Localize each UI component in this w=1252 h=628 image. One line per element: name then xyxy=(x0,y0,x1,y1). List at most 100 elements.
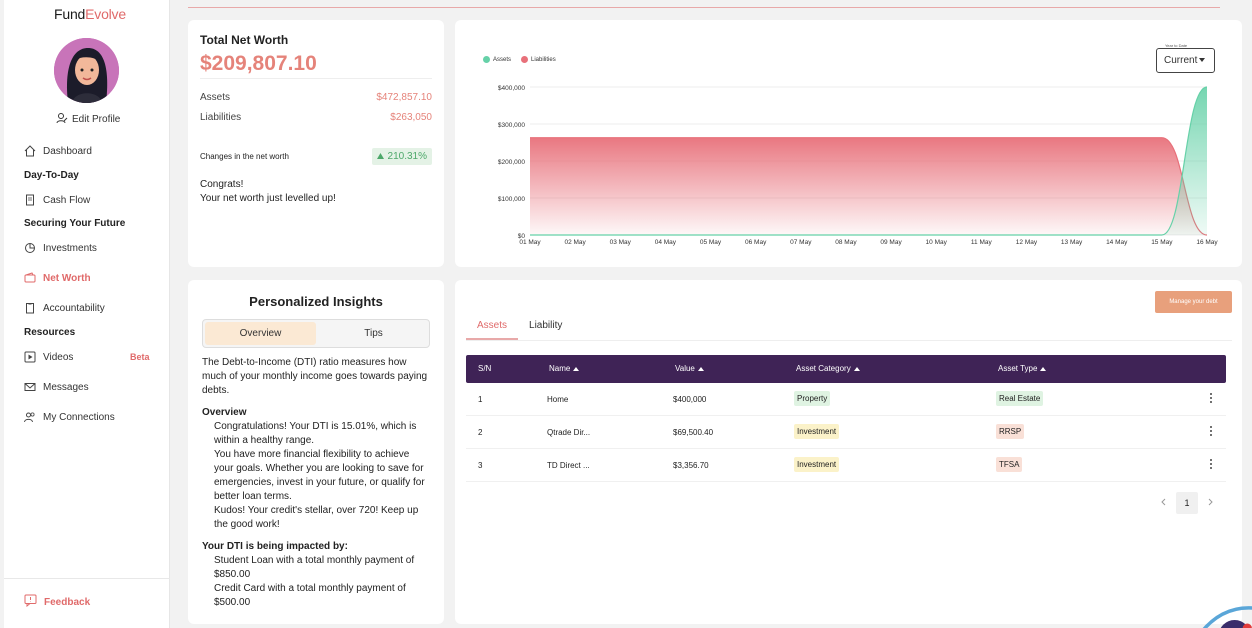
period-select[interactable]: Current xyxy=(1156,48,1215,73)
change-value: 210.31% xyxy=(387,151,427,162)
header-sn: S/N xyxy=(478,364,492,373)
type-badge: TFSA xyxy=(996,457,1023,472)
assets-value: $472,857.10 xyxy=(376,92,432,103)
legend-item-assets[interactable]: Assets xyxy=(483,56,511,63)
sort-up-icon xyxy=(1040,366,1047,371)
overview-point: You have more financial flexibility to a… xyxy=(214,449,425,502)
type-badge: Real Estate xyxy=(996,391,1044,406)
sidebar-item-label: Cash Flow xyxy=(43,194,91,206)
net-worth-value: $209,807.10 xyxy=(200,52,317,75)
row-sn: 3 xyxy=(478,461,483,470)
wallet-icon xyxy=(24,272,36,284)
more-options-icon[interactable] xyxy=(1210,426,1212,436)
liabilities-area xyxy=(530,137,1207,235)
sidebar-item-label: Videos xyxy=(43,351,74,363)
sidebar-item-accountability[interactable]: Accountability xyxy=(24,302,105,314)
change-label: Changes in the net worth xyxy=(200,152,289,161)
chevron-right-icon[interactable] xyxy=(1208,498,1214,508)
sidebar-item-cash-flow[interactable]: Cash Flow xyxy=(24,194,90,206)
assets-area-line xyxy=(530,86,1208,236)
y-tick-label: $400,000 xyxy=(498,85,525,92)
legend-item-liabilities[interactable]: Liabilities xyxy=(521,56,556,63)
x-tick-label: 11 May xyxy=(971,239,993,246)
overview-point: Congratulations! Your DTI is 15.01%, whi… xyxy=(214,421,417,446)
chevron-left-icon[interactable] xyxy=(1160,498,1166,508)
x-tick-label: 10 May xyxy=(926,239,948,246)
net-worth-title: Total Net Worth xyxy=(200,33,289,47)
impact-item: Student Loan with a total monthly paymen… xyxy=(214,555,415,580)
sidebar: FundEvolve Edit Profile Dashboard Day-To… xyxy=(4,0,170,628)
sort-up-icon xyxy=(573,366,580,371)
overview-heading: Overview xyxy=(202,407,247,418)
table-row[interactable]: 2 Qtrade Dir... $69,500.40 Investment RR… xyxy=(466,416,1226,449)
feedback-section: Feedback xyxy=(4,578,170,622)
sort-up-icon xyxy=(853,366,860,371)
header-asset-category[interactable]: Asset Category xyxy=(796,364,860,373)
type-badge: RRSP xyxy=(996,424,1025,439)
sidebar-item-label: Net Worth xyxy=(43,272,91,284)
dti-intro: The Debt-to-Income (DTI) ratio measures … xyxy=(202,357,428,396)
assets-row: Assets $472,857.10 xyxy=(200,92,432,103)
x-tick-label: 16 May xyxy=(1196,239,1218,246)
tab-liability[interactable]: Liability xyxy=(529,320,563,331)
edit-profile-link[interactable]: Edit Profile xyxy=(56,112,120,127)
table-header: S/N Name Value Asset Category Asset Type xyxy=(466,355,1226,383)
pagination: 1 xyxy=(1160,492,1214,514)
row-sn: 1 xyxy=(478,395,483,404)
category-badge: Investment xyxy=(794,424,840,439)
period-label: Year to Date xyxy=(1165,43,1188,48)
row-value: $69,500.40 xyxy=(673,428,714,437)
chat-widget-icon[interactable] xyxy=(1200,600,1252,628)
y-tick-label: $300,000 xyxy=(498,122,525,129)
x-tick-label: 05 May xyxy=(700,239,722,246)
manage-debt-button[interactable]: Manage your debt xyxy=(1155,291,1232,313)
sidebar-item-investments[interactable]: Investments xyxy=(24,242,97,254)
tab-overview[interactable]: Overview xyxy=(205,322,316,345)
avatar[interactable] xyxy=(54,38,119,103)
x-tick-label: 13 May xyxy=(1061,239,1083,246)
beta-badge: Beta xyxy=(130,352,150,362)
table-row[interactable]: 1 Home $400,000 Property Real Estate xyxy=(466,383,1226,416)
more-options-icon[interactable] xyxy=(1210,393,1212,403)
header-asset-type[interactable]: Asset Type xyxy=(998,364,1047,373)
table-row[interactable]: 3 TD Direct ... $3,356.70 Investment TFS… xyxy=(466,449,1226,482)
y-tick-label: $200,000 xyxy=(498,159,525,166)
liabilities-row: Liabilities $263,050 xyxy=(200,112,432,123)
personalized-insights-card: Personalized Insights Overview Tips The … xyxy=(188,280,444,624)
net-worth-chart: $0 $100,000 $200,000 $300,000 $400,000 01 May… xyxy=(498,85,1219,246)
y-tick-label: $0 xyxy=(518,233,526,240)
more-options-icon[interactable] xyxy=(1210,459,1212,469)
x-tick-label: 09 May xyxy=(880,239,902,246)
congrats-heading: Congrats! xyxy=(200,179,244,190)
category-badge: Property xyxy=(794,391,831,406)
header-value[interactable]: Value xyxy=(675,364,704,373)
x-tick-label: 12 May xyxy=(1016,239,1038,246)
overview-point: Kudos! Your credit's stellar, over 720! … xyxy=(214,505,419,530)
sidebar-item-net-worth[interactable]: Net Worth xyxy=(24,272,91,284)
sidebar-item-dashboard[interactable]: Dashboard xyxy=(24,145,92,157)
row-name: TD Direct ... xyxy=(547,461,590,470)
impact-item: Credit Card with a total monthly payment… xyxy=(214,583,406,608)
row-value: $3,356.70 xyxy=(673,461,709,470)
assets-table-card: Manage your debt Assets Liability S/N Na… xyxy=(455,280,1242,624)
feedback-button[interactable]: Feedback xyxy=(24,594,90,610)
sidebar-item-label: Dashboard xyxy=(43,145,92,157)
sidebar-item-videos[interactable]: Videos xyxy=(24,351,73,363)
header-name[interactable]: Name xyxy=(549,364,580,373)
sidebar-item-messages[interactable]: Messages xyxy=(24,381,89,393)
pie-chart-icon xyxy=(24,242,36,254)
sidebar-item-my-connections[interactable]: My Connections xyxy=(24,411,115,423)
edit-profile-label: Edit Profile xyxy=(72,114,121,125)
page-button[interactable]: 1 xyxy=(1176,492,1198,514)
feedback-label: Feedback xyxy=(44,596,91,608)
tab-assets[interactable]: Assets xyxy=(466,313,519,340)
net-worth-card: Total Net Worth $209,807.10 Assets $472,… xyxy=(188,20,444,267)
section-heading-day-to-day: Day-To-Day xyxy=(24,170,79,181)
insights-title: Personalized Insights xyxy=(249,294,383,309)
asset-liability-tabs: Assets Liability xyxy=(466,313,1232,341)
x-tick-label: 01 May xyxy=(519,239,541,246)
people-icon xyxy=(24,411,36,423)
brand-logo[interactable]: FundEvolve xyxy=(54,6,126,22)
tab-tips[interactable]: Tips xyxy=(364,328,383,339)
document-icon xyxy=(24,194,36,206)
